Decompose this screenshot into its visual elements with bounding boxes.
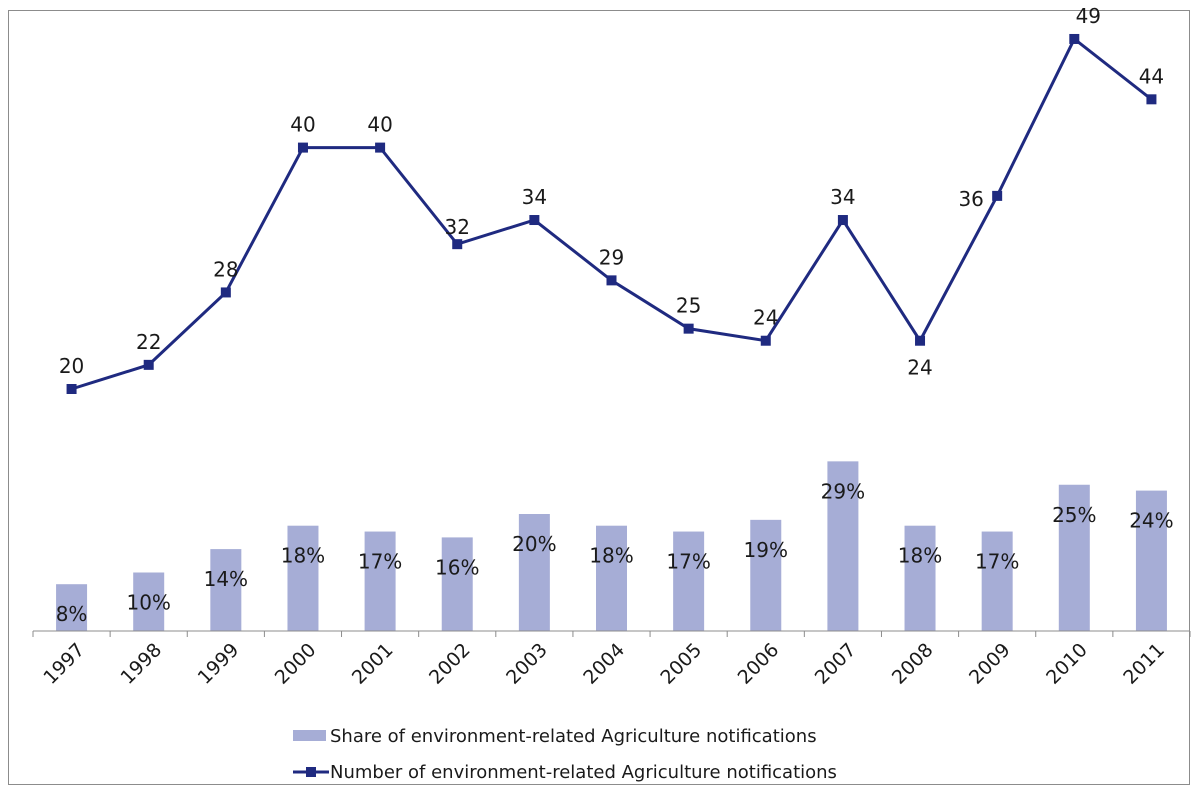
bar-data-label: 19%: [744, 538, 788, 562]
bar: [441, 537, 473, 631]
chart-frame: [8, 10, 1190, 785]
line-marker: [220, 287, 231, 298]
bar-data-label: 17%: [358, 550, 402, 574]
line-data-label: 24: [753, 306, 778, 330]
bar-data-label: 8%: [56, 602, 88, 626]
bar-data-label: 29%: [821, 479, 865, 503]
line-marker: [837, 215, 848, 226]
line-marker: [452, 239, 463, 250]
legend-bar-label: Share of environment-related Agriculture…: [330, 726, 817, 747]
bar-data-labels: 8% 10% 14% 18% 17% 16% 20% 18% 17% 19% 29% 18% 17% 25…: [56, 479, 1174, 626]
bar-data-label: 17%: [666, 550, 710, 574]
x-tick-label: 1999: [194, 639, 244, 689]
line-data-label: 34: [830, 185, 855, 209]
line-data-label: 49: [1076, 4, 1101, 28]
line-marker: [143, 359, 154, 370]
line-marker: [1146, 94, 1157, 105]
line-series: [71, 36, 1153, 391]
x-tick-label: 2008: [888, 639, 938, 689]
line-marker: [683, 323, 694, 334]
line-data-label: 24: [907, 356, 932, 380]
x-tick-label: 2010: [1042, 639, 1092, 689]
line-data-label: 36: [958, 187, 983, 211]
bar: [750, 519, 782, 631]
bar: [56, 584, 88, 631]
line-data-label: 29: [599, 245, 624, 269]
x-tick-label: 2007: [811, 639, 861, 689]
line-data-label: 40: [367, 113, 392, 137]
bar: [827, 461, 859, 631]
bar-data-label: 25%: [1052, 503, 1096, 527]
legend-line-marker: [306, 767, 316, 777]
x-tick-label: 2006: [734, 639, 784, 689]
bar-data-label: 18%: [589, 544, 633, 568]
line-marker: [297, 142, 308, 153]
bar: [596, 525, 627, 631]
bar: [1058, 484, 1090, 631]
line-marker: [915, 335, 926, 346]
line-markers: [66, 33, 1157, 394]
legend: Share of environment-related Agriculture…: [293, 726, 837, 783]
x-tick-label: 1998: [116, 639, 166, 689]
bar: [364, 531, 396, 631]
line-marker: [760, 335, 771, 346]
x-tick-label: 2002: [425, 639, 475, 689]
line-data-labels: 20 22 28 40 40 32 34 29 25 24 34 24 36 49 44: [59, 4, 1164, 380]
line-marker: [606, 275, 617, 286]
line-data-label: 22: [136, 330, 161, 354]
x-tick-label: 2004: [579, 639, 629, 689]
x-tick-label: 2000: [271, 639, 321, 689]
bar: [518, 514, 550, 631]
bar-data-label: 18%: [898, 544, 942, 568]
line-marker: [529, 215, 540, 226]
x-tick-label: 2011: [1119, 639, 1169, 689]
legend-line-label: Number of environment-related Agricultur…: [330, 762, 837, 783]
x-axis-ticks: [32, 631, 1191, 637]
x-tick-label: 2001: [348, 639, 398, 689]
line-data-label: 32: [445, 215, 470, 239]
x-tick-label: 2003: [502, 639, 552, 689]
bar-data-label: 20%: [512, 532, 556, 556]
bar-series: [56, 461, 1167, 631]
bar-data-label: 14%: [204, 567, 248, 591]
line-marker: [1069, 33, 1080, 44]
line-data-label: 44: [1139, 64, 1164, 88]
bar: [1135, 490, 1167, 631]
bar-data-label: 24%: [1129, 509, 1173, 533]
bar: [133, 572, 165, 631]
bar: [210, 549, 242, 631]
x-axis-tick-labels: 1997 1998 1999 2000 2001 2002 2003 2004 2005 2006…: [39, 639, 1169, 689]
bar: [981, 531, 1013, 631]
line-marker: [375, 142, 386, 153]
x-tick-label: 1997: [39, 639, 89, 689]
bar: [904, 525, 936, 631]
line-data-label: 25: [676, 294, 701, 318]
line-data-label: 20: [59, 354, 84, 378]
x-tick-label: 2005: [656, 639, 706, 689]
legend-bar-swatch: [293, 730, 326, 741]
line-data-label: 34: [522, 185, 547, 209]
bar-data-label: 16%: [435, 555, 479, 579]
bar: [287, 525, 319, 631]
line-data-label: 28: [213, 257, 238, 281]
line-marker: [992, 190, 1003, 201]
line-marker: [66, 384, 77, 394]
line-data-label: 40: [290, 113, 315, 137]
bar-data-label: 10%: [126, 591, 170, 615]
x-tick-label: 2009: [965, 639, 1015, 689]
bar-data-label: 18%: [281, 544, 325, 568]
bar-data-label: 17%: [975, 550, 1019, 574]
bar: [673, 531, 705, 631]
